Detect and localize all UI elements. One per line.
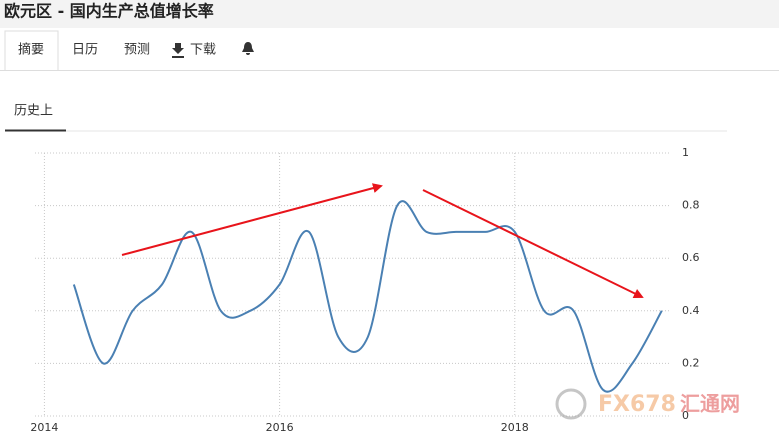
tab[interactable]: 日历 bbox=[72, 43, 98, 58]
trend-arrow bbox=[422, 189, 644, 298]
y-tick-label: 0.2 bbox=[682, 356, 700, 369]
active-tab bbox=[4, 30, 59, 70]
tab[interactable]: 预测 bbox=[124, 43, 150, 58]
y-tick-label: 1 bbox=[682, 146, 689, 159]
x-tick-label: 2016 bbox=[266, 421, 294, 434]
watermark-name: 汇通网 bbox=[680, 392, 740, 416]
plot: 0 0.2 0.4 0.6 0.8 1 2014 2016 2018 bbox=[30, 146, 699, 434]
y-tick-label: 0.4 bbox=[682, 304, 700, 317]
bell-icon[interactable] bbox=[242, 42, 254, 55]
line bbox=[72, 200, 663, 393]
download-icon[interactable] bbox=[172, 43, 184, 58]
trend-arrow bbox=[121, 183, 383, 256]
watermark: FX678 汇通网 bbox=[555, 388, 740, 420]
subtab[interactable]: 历史上 bbox=[14, 104, 53, 119]
watermark-brand: FX678 bbox=[598, 392, 676, 417]
page-title: 欧元区 - 国内生产总值增长率 bbox=[4, 2, 214, 21]
tab[interactable]: 摘要 bbox=[18, 42, 44, 58]
y-tick-label: 0.8 bbox=[682, 199, 700, 212]
y-tick-label: 0 bbox=[682, 409, 689, 422]
x-tick-label: 2018 bbox=[501, 421, 529, 434]
watermark-logo bbox=[555, 388, 587, 420]
title-bar bbox=[0, 0, 779, 28]
x-tick-label: 2014 bbox=[30, 421, 58, 434]
y-tick-label: 0.6 bbox=[682, 251, 700, 264]
tab[interactable]: 下载 bbox=[190, 43, 216, 58]
